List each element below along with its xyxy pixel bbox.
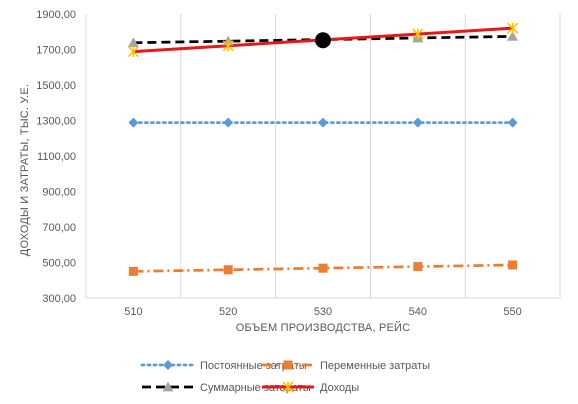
x-tick-label: 530 <box>314 306 332 318</box>
x-axis-label: ОБЪЕМ ПРОИЗВОДСТВА, РЕЙС <box>236 321 411 334</box>
y-tick-label: 1300,00 <box>36 116 76 128</box>
legend-swatch-marker <box>283 360 293 370</box>
legend-swatch-marker <box>282 381 294 393</box>
x-tick-label: 520 <box>219 306 237 318</box>
data-point-4 <box>507 22 519 34</box>
x-tick-label: 540 <box>409 306 427 318</box>
y-tick-label: 1100,00 <box>37 151 76 163</box>
y-tick-label: 500,00 <box>42 258 76 270</box>
data-point-1 <box>412 117 423 128</box>
y-tick-label: 700,00 <box>42 222 76 234</box>
y-axis-label: ДОХОДЫ И ЗАТРАТЫ, ТЫС. У.Е. <box>19 84 31 256</box>
break-even-point <box>315 32 331 49</box>
legend-item: Переменные затраты <box>262 360 430 372</box>
legend-label: Переменные затраты <box>320 360 430 372</box>
data-point-4 <box>127 46 139 58</box>
y-tick-label: 1700,00 <box>36 45 76 57</box>
grid-lines <box>85 14 561 299</box>
y-tick-label: 1500,00 <box>36 80 76 92</box>
data-point-1 <box>128 117 139 128</box>
legend-item: Доходы <box>262 381 359 394</box>
legend-swatch-marker <box>162 381 174 392</box>
legend-label: Постоянные затраты <box>200 360 307 372</box>
legend: Постоянные затраты Переменные затратыСумм… <box>140 360 430 394</box>
data-point-1 <box>318 117 328 128</box>
y-tick-label: 900,00 <box>42 187 76 199</box>
legend-swatch-marker <box>163 360 173 370</box>
data-point-2 <box>318 263 328 273</box>
x-tick-label: 510 <box>124 306 142 318</box>
data-point-2 <box>223 265 233 275</box>
legend-item: Постоянные затраты <box>140 360 307 372</box>
data-point-3 <box>127 37 139 48</box>
data-point-4 <box>412 28 424 40</box>
series-lines <box>131 26 515 273</box>
data-point-1 <box>223 117 234 128</box>
data-point-2 <box>128 266 138 276</box>
x-tick-label: 550 <box>503 306 521 318</box>
x-axis-ticks: 510 520 530 540 550 <box>124 306 522 318</box>
series-markers <box>127 22 519 276</box>
y-axis-ticks: 300,00 500,00 700,00 900,00 1100,00 1300,00 15… <box>36 9 76 305</box>
legend-label: Доходы <box>320 382 359 394</box>
data-point-3 <box>507 30 519 41</box>
annotations <box>315 32 331 49</box>
data-point-2 <box>508 260 518 270</box>
y-tick-label: 300,00 <box>42 293 76 305</box>
data-point-2 <box>413 262 423 272</box>
data-point-1 <box>507 117 518 128</box>
data-point-4 <box>222 40 234 52</box>
y-tick-label: 1900,00 <box>36 9 76 21</box>
